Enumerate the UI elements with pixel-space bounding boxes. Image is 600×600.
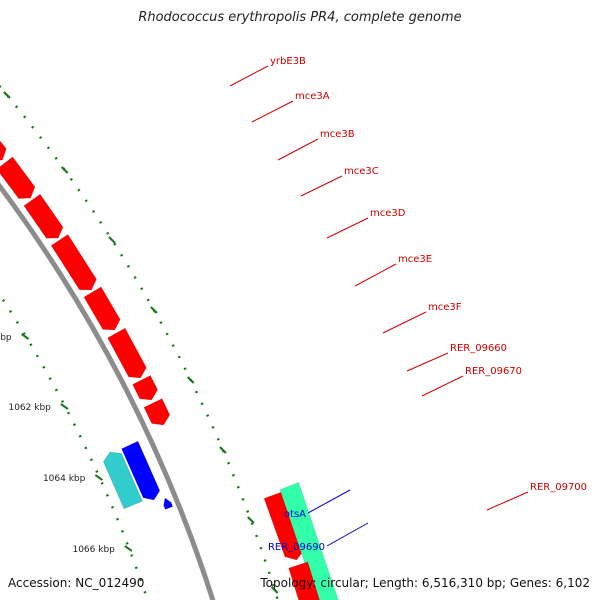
scale-tick-mark [21,333,30,340]
gene-label-yrbe3b: yrbE3B [270,56,306,67]
map-title: Rhodococcus erythropolis PR4, complete g… [138,10,462,25]
gene-leader-line [229,65,269,87]
outer-tick-ring [0,84,280,600]
gene-arrow-mce3B [0,156,36,199]
gene-label-mce3f: mce3F [428,302,462,313]
gene-leader-line [326,522,369,547]
gene-arrow-mce3D [50,234,97,291]
outer-tick-mark [60,166,69,174]
scale-tick-label: 1066 kbp [72,545,115,555]
gene-arrow-RER_09670 [143,398,171,426]
gene-label-rer_09690: RER_09690 [268,542,325,553]
accession-text: Accession: NC_012490 [8,576,145,590]
gene-arrow-otsA [103,451,143,510]
gene-label-mce3c: mce3C [344,166,379,177]
gene-arrow-mce3E [83,286,121,331]
outer-tick-mark [108,236,116,244]
gene-label-mce3e: mce3E [398,254,432,265]
gene-label-rer_09700: RER_09700 [530,482,587,493]
gene-label-mce3d: mce3D [370,208,406,219]
genome-summary-text: Topology: circular; Length: 6,516,310 bp… [260,576,590,590]
scale-tick-mark [94,474,103,481]
gene-label-rer_09670: RER_09670 [465,366,522,377]
gene-leader-line [406,352,449,372]
scale-tick-label: 1060 kbp [0,333,12,343]
gene-leader-line [354,263,397,287]
gene-arrow-small [163,497,174,510]
gene-arrow-mce3F [107,327,147,379]
gene-leader-line [277,138,319,161]
scale-tick-mark [124,545,133,552]
gene-arrow-lower-red [263,491,305,561]
scale-tick-label: 1062 kbp [8,403,51,413]
outer-tick-mark [150,306,158,314]
gene-leader-line [326,217,369,239]
outer-tick-mark [247,516,255,524]
gene-leader-line [307,489,351,514]
outer-tick-mark [219,446,227,454]
gene-arrow-mce3C [23,193,64,239]
gene-label-mce3a: mce3A [295,91,330,102]
gene-arrow-mce3A [0,140,7,161]
gene-label-rer_09660: RER_09660 [450,343,507,354]
outer-tick-mark [3,91,11,99]
gene-leader-line [251,100,294,123]
gene-leader-line [421,375,464,397]
gene-arrow-RER_09690 [121,440,161,501]
gene-label-otsa: otsA [284,509,306,520]
gene-leader-line [486,491,529,511]
gene-leader-line [382,311,427,334]
outer-tick-mark [186,376,195,384]
gene-leader-line [300,175,343,197]
scale-tick-mark [60,403,69,410]
genome-backbone [0,182,216,600]
outer-tick-mark [270,586,279,594]
scale-tick-label: 1064 kbp [43,474,86,484]
gene-arrow-RER_09660 [132,375,158,401]
gene-label-mce3b: mce3B [320,129,355,140]
